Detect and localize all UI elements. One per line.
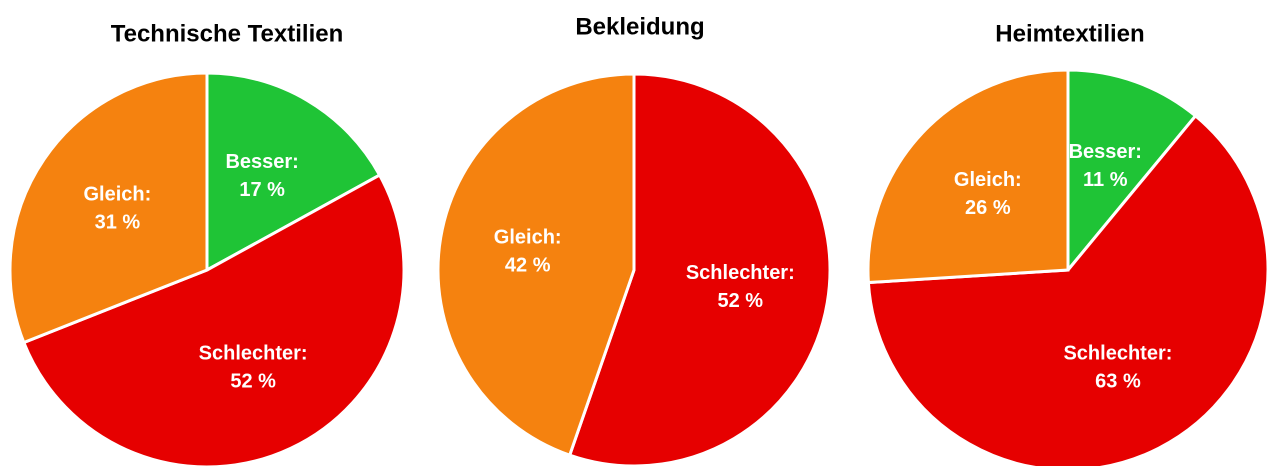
slice-label: Gleich: xyxy=(954,169,1022,191)
chart-title: Heimtextilien xyxy=(995,20,1144,47)
pie-slice xyxy=(1066,68,1198,275)
slice-value-label: 31 % xyxy=(95,211,141,233)
slice-value-label: 26 % xyxy=(965,197,1011,219)
slice-label: Schlechter: xyxy=(199,342,308,364)
chart-title: Bekleidung xyxy=(575,13,704,40)
slice-value-label: 63 % xyxy=(1095,370,1141,392)
pie-slice xyxy=(866,68,1070,285)
slice-value-label: 52 % xyxy=(718,290,764,312)
pie-slice xyxy=(436,72,636,458)
slice-label: Gleich: xyxy=(494,226,562,248)
slice-label: Besser: xyxy=(1069,141,1142,163)
slice-label: Schlechter: xyxy=(686,262,795,284)
pie-slice xyxy=(866,113,1270,471)
slice-label: Besser: xyxy=(225,151,298,173)
pie-slice xyxy=(8,71,209,345)
slice-value-label: 11 % xyxy=(1083,169,1128,191)
slice-value-label: 17 % xyxy=(239,179,285,201)
slice-label: Gleich: xyxy=(83,183,151,205)
pie-slice xyxy=(205,71,382,273)
chart-title: Technische Textilien xyxy=(111,20,344,47)
slice-label: Schlechter: xyxy=(1063,342,1172,364)
slice-value-label: 42 % xyxy=(505,254,551,276)
pie-slice xyxy=(21,173,406,469)
slice-value-label: 52 % xyxy=(230,370,276,392)
